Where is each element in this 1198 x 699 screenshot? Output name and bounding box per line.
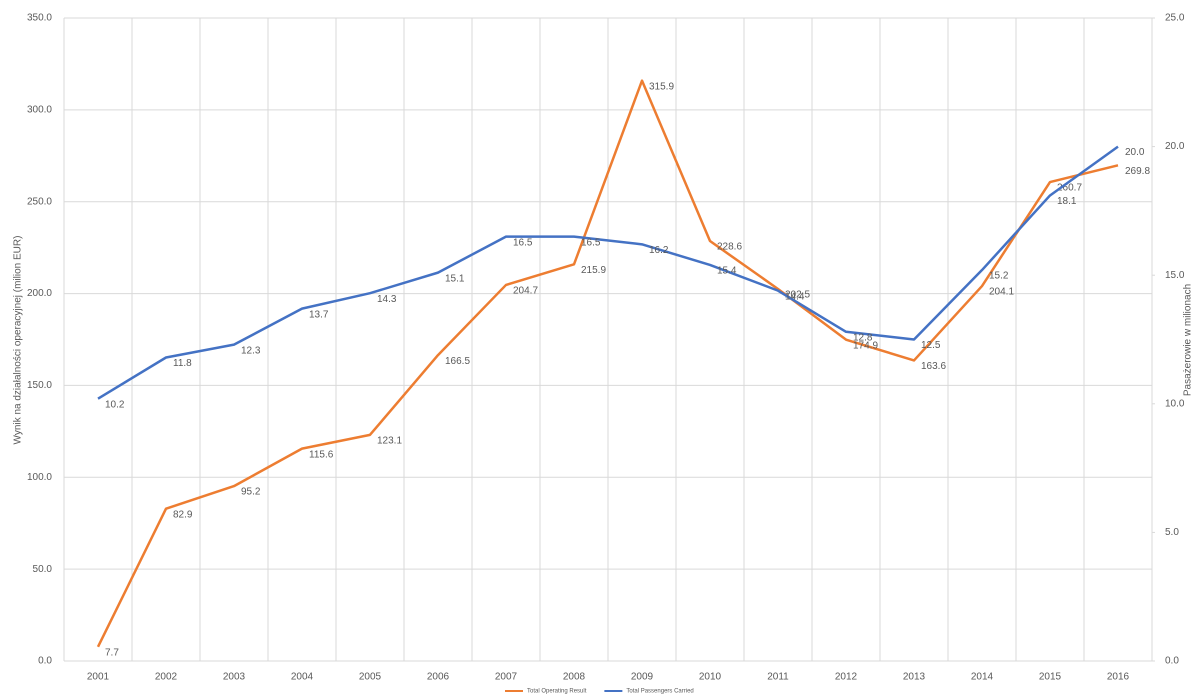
- y-tick-label: 150.0: [27, 380, 52, 391]
- data-label: 12.5: [921, 340, 941, 351]
- y-tick-label: 350.0: [27, 13, 52, 24]
- data-label: 16.5: [581, 237, 601, 248]
- y-tick-label: 300.0: [27, 104, 52, 115]
- legend-label: Total Operating Result: [527, 689, 587, 695]
- y2-tick-label: 10.0: [1165, 398, 1185, 409]
- data-label: 228.6: [717, 242, 742, 253]
- x-tick-label: 2006: [427, 672, 450, 683]
- data-label: 18.1: [1057, 196, 1077, 207]
- x-tick-label: 2011: [767, 672, 789, 683]
- data-label: 204.1: [989, 287, 1014, 298]
- data-label: 204.7: [513, 286, 538, 297]
- x-tick-label: 2013: [903, 672, 926, 683]
- data-label: 82.9: [173, 509, 193, 520]
- y-tick-label: 100.0: [27, 472, 52, 483]
- data-label: 7.7: [105, 647, 119, 658]
- data-label: 16.2: [649, 245, 669, 256]
- data-label: 269.8: [1125, 166, 1150, 177]
- y-axis-title: Wynik na działalności operacyjnej (milio…: [13, 236, 24, 445]
- y-tick-label: 50.0: [33, 564, 53, 575]
- data-label: 260.7: [1057, 183, 1082, 194]
- data-label: 123.1: [377, 435, 402, 446]
- legend-label: Total Passengers Carried: [626, 689, 693, 695]
- x-tick-label: 2010: [699, 672, 722, 683]
- x-tick-label: 2003: [223, 672, 246, 683]
- y2-tick-label: 15.0: [1165, 270, 1185, 281]
- data-label: 315.9: [649, 81, 674, 92]
- line-series: [96, 79, 1119, 648]
- x-tick-label: 2009: [631, 672, 654, 683]
- x-tick-label: 2014: [971, 672, 994, 683]
- data-label: 202.5: [785, 290, 810, 301]
- data-label: 14.3: [377, 294, 397, 305]
- x-tick-label: 2015: [1039, 672, 1062, 683]
- y2-tick-label: 25.0: [1165, 13, 1185, 24]
- x-tick-label: 2012: [835, 672, 858, 683]
- y2-tick-label: 5.0: [1165, 527, 1179, 538]
- x-tick-label: 2002: [155, 672, 178, 683]
- x-tick-label: 2007: [495, 672, 518, 683]
- y-tick-label: 200.0: [27, 288, 52, 299]
- data-label: 174.9: [853, 340, 878, 351]
- data-label: 15.2: [989, 271, 1009, 282]
- data-label: 12.3: [241, 345, 261, 356]
- y2-axis-title: Pasażerowie w milionach: [1183, 284, 1194, 396]
- data-label: 15.1: [445, 273, 465, 284]
- data-label: 163.6: [921, 361, 946, 372]
- x-tick-label: 2001: [87, 672, 110, 683]
- line-series: [97, 145, 1119, 400]
- data-label: 115.6: [309, 449, 334, 460]
- x-tick-label: 2004: [291, 672, 314, 683]
- data-label: 20.0: [1125, 147, 1145, 158]
- x-tick-label: 2008: [563, 672, 586, 683]
- data-label: 95.2: [241, 487, 261, 498]
- data-label: 13.7: [309, 309, 329, 320]
- data-label: 11.8: [173, 358, 192, 369]
- data-label: 15.4: [717, 266, 737, 277]
- data-label: 215.9: [581, 265, 606, 276]
- data-label: 16.5: [513, 237, 533, 248]
- data-label: 10.2: [105, 399, 125, 410]
- y2-tick-label: 0.0: [1165, 656, 1179, 667]
- y-tick-label: 0.0: [38, 656, 52, 667]
- data-label: 14.4: [785, 291, 805, 302]
- data-label: 12.8: [853, 332, 873, 343]
- y2-tick-label: 20.0: [1165, 141, 1185, 152]
- data-label: 166.5: [445, 356, 470, 367]
- y-tick-label: 250.0: [27, 196, 52, 207]
- x-tick-label: 2005: [359, 672, 382, 683]
- x-tick-label: 2016: [1107, 672, 1130, 683]
